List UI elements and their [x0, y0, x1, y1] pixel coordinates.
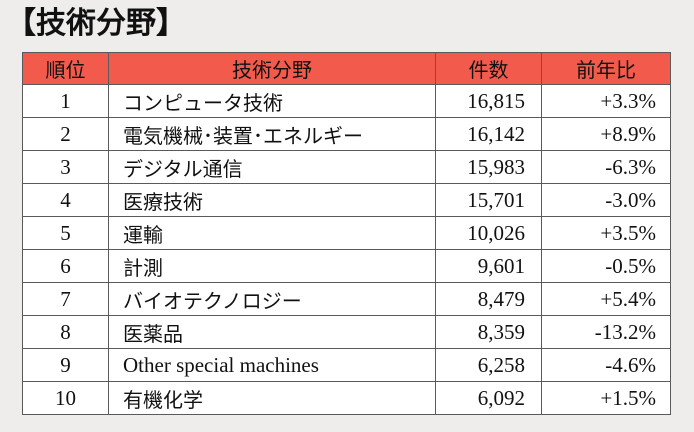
change-cell: +3.5% [542, 217, 671, 250]
header-rank: 順位 [23, 53, 109, 85]
header-count: 件数 [436, 53, 542, 85]
table-row: 9 Other special machines 6,258 -4.6% [23, 349, 671, 382]
field-cell: バイオテクノロジー [109, 283, 436, 316]
table-row: 10 有機化学 6,092 +1.5% [23, 382, 671, 415]
change-cell: -6.3% [542, 151, 671, 184]
count-cell: 6,092 [436, 382, 542, 415]
change-cell: -4.6% [542, 349, 671, 382]
table-row: 4 医療技術 15,701 -3.0% [23, 184, 671, 217]
field-cell: 有機化学 [109, 382, 436, 415]
count-cell: 16,815 [436, 85, 542, 118]
change-cell: +3.3% [542, 85, 671, 118]
field-cell: 計測 [109, 250, 436, 283]
rank-cell: 2 [23, 118, 109, 151]
ranking-table: 順位 技術分野 件数 前年比 1 コンピュータ技術 16,815 +3.3% 2… [22, 52, 671, 415]
count-cell: 10,026 [436, 217, 542, 250]
table-row: 2 電気機械･装置･エネルギー 16,142 +8.9% [23, 118, 671, 151]
table-row: 7 バイオテクノロジー 8,479 +5.4% [23, 283, 671, 316]
change-cell: -13.2% [542, 316, 671, 349]
change-cell: -3.0% [542, 184, 671, 217]
table-row: 1 コンピュータ技術 16,815 +3.3% [23, 85, 671, 118]
table-row: 3 デジタル通信 15,983 -6.3% [23, 151, 671, 184]
rank-cell: 10 [23, 382, 109, 415]
field-cell: 医療技術 [109, 184, 436, 217]
rank-cell: 4 [23, 184, 109, 217]
rank-cell: 5 [23, 217, 109, 250]
field-cell: Other special machines [109, 349, 436, 382]
count-cell: 15,983 [436, 151, 542, 184]
change-cell: +8.9% [542, 118, 671, 151]
rank-cell: 9 [23, 349, 109, 382]
count-cell: 15,701 [436, 184, 542, 217]
change-cell: -0.5% [542, 250, 671, 283]
table-row: 8 医薬品 8,359 -13.2% [23, 316, 671, 349]
page-title: 【技術分野】 [6, 4, 186, 44]
field-cell: コンピュータ技術 [109, 85, 436, 118]
count-cell: 6,258 [436, 349, 542, 382]
table-row: 5 運輸 10,026 +3.5% [23, 217, 671, 250]
rank-cell: 1 [23, 85, 109, 118]
count-cell: 9,601 [436, 250, 542, 283]
field-cell: デジタル通信 [109, 151, 436, 184]
count-cell: 16,142 [436, 118, 542, 151]
table-row: 6 計測 9,601 -0.5% [23, 250, 671, 283]
header-change: 前年比 [542, 53, 671, 85]
table-header-row: 順位 技術分野 件数 前年比 [23, 53, 671, 85]
rank-cell: 8 [23, 316, 109, 349]
rank-cell: 3 [23, 151, 109, 184]
field-cell: 医薬品 [109, 316, 436, 349]
rank-cell: 7 [23, 283, 109, 316]
header-field: 技術分野 [109, 53, 436, 85]
count-cell: 8,359 [436, 316, 542, 349]
count-cell: 8,479 [436, 283, 542, 316]
change-cell: +5.4% [542, 283, 671, 316]
field-cell: 電気機械･装置･エネルギー [109, 118, 436, 151]
change-cell: +1.5% [542, 382, 671, 415]
rank-cell: 6 [23, 250, 109, 283]
field-cell: 運輸 [109, 217, 436, 250]
